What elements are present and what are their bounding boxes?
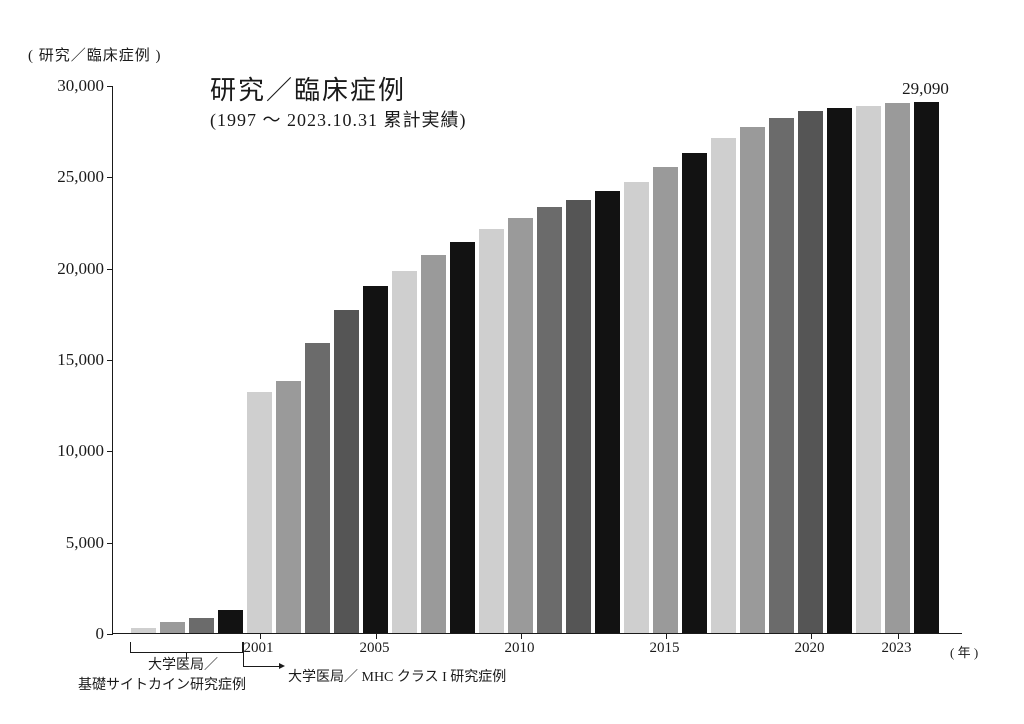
bar bbox=[276, 381, 301, 633]
bar bbox=[421, 255, 446, 633]
bar bbox=[247, 392, 272, 633]
bar bbox=[624, 182, 649, 633]
bar bbox=[131, 628, 156, 633]
y-tick bbox=[107, 177, 113, 178]
y-axis-title: ( 研究／臨床症例 ) bbox=[28, 44, 162, 65]
chart-stage: ( 研究／臨床症例 ) 研究／臨床症例 (1997 ～ 2023.10.31 累… bbox=[0, 0, 1024, 724]
x-tick-label: 2010 bbox=[505, 640, 535, 657]
y-tick-label: 30,000 bbox=[34, 76, 104, 96]
y-tick bbox=[107, 269, 113, 270]
bar bbox=[450, 242, 475, 633]
y-tick bbox=[107, 360, 113, 361]
bar bbox=[537, 207, 562, 633]
x-axis-unit: ( 年 ) bbox=[950, 642, 978, 661]
bar bbox=[914, 102, 939, 633]
y-tick-label: 25,000 bbox=[34, 167, 104, 187]
x-tick bbox=[811, 633, 812, 639]
value-label: 29,090 bbox=[902, 79, 949, 99]
leader-line bbox=[243, 642, 244, 666]
y-tick-label: 15,000 bbox=[34, 350, 104, 370]
annotation-right: 大学医局／ MHC クラス I 研究症例 bbox=[288, 666, 506, 686]
bar bbox=[305, 343, 330, 633]
leader-line bbox=[130, 642, 131, 652]
x-tick bbox=[376, 633, 377, 639]
y-tick bbox=[107, 543, 113, 544]
bar bbox=[508, 218, 533, 633]
y-tick-label: 5,000 bbox=[34, 533, 104, 553]
bar bbox=[363, 286, 388, 633]
bar bbox=[392, 271, 417, 633]
bar bbox=[856, 106, 881, 633]
bar bbox=[653, 167, 678, 633]
y-tick-label: 20,000 bbox=[34, 259, 104, 279]
bar bbox=[566, 200, 591, 633]
leader-line bbox=[186, 652, 187, 660]
plot-area bbox=[112, 86, 962, 634]
bar bbox=[827, 108, 852, 633]
bar bbox=[189, 618, 214, 633]
bar bbox=[479, 229, 504, 633]
bar bbox=[885, 103, 910, 633]
x-tick bbox=[666, 633, 667, 639]
bar bbox=[711, 138, 736, 633]
bar bbox=[595, 191, 620, 633]
x-tick-label: 2020 bbox=[795, 640, 825, 657]
y-tick-label: 0 bbox=[34, 624, 104, 644]
bar bbox=[334, 310, 359, 633]
y-tick bbox=[107, 451, 113, 452]
bar bbox=[769, 118, 794, 633]
annotation-left-line2: 基礎サイトカイン研究症例 bbox=[78, 674, 246, 694]
leader-line bbox=[243, 666, 279, 667]
annotation-left-line1: 大学医局／ bbox=[148, 654, 218, 674]
y-tick bbox=[107, 634, 113, 635]
y-tick bbox=[107, 86, 113, 87]
x-tick-label: 2005 bbox=[360, 640, 390, 657]
bar bbox=[740, 127, 765, 633]
x-tick bbox=[260, 633, 261, 639]
x-tick-label: 2023 bbox=[882, 640, 912, 657]
x-tick-label: 2001 bbox=[244, 640, 274, 657]
bar bbox=[798, 111, 823, 633]
bar bbox=[218, 610, 243, 633]
x-tick bbox=[521, 633, 522, 639]
bar bbox=[682, 153, 707, 633]
bar bbox=[160, 622, 185, 633]
x-tick bbox=[898, 633, 899, 639]
x-tick-label: 2015 bbox=[650, 640, 680, 657]
arrowhead-icon bbox=[279, 663, 285, 669]
y-tick-label: 10,000 bbox=[34, 441, 104, 461]
